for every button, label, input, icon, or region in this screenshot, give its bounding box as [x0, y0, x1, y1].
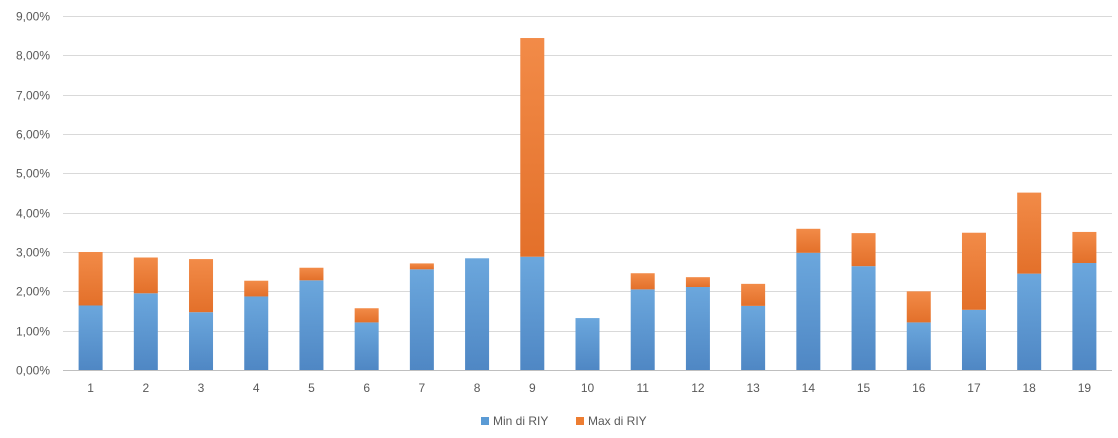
x-tick-label: 16: [912, 381, 926, 395]
x-tick-label: 18: [1023, 381, 1037, 395]
y-tick-label: 2,00%: [16, 285, 50, 299]
gridlines: [63, 16, 1112, 371]
x-tick-label: 12: [691, 381, 705, 395]
bar-min-di-riy: [354, 322, 379, 370]
x-tick-label: 1: [87, 381, 94, 395]
bar-max-di-riy: [299, 267, 324, 281]
bar-min-di-riy: [465, 258, 490, 370]
legend-label-max: Max di RIY: [588, 414, 647, 428]
y-tick-label: 8,00%: [16, 49, 50, 63]
x-tick-label: 6: [363, 381, 370, 395]
y-tick-label: 6,00%: [16, 128, 50, 142]
bars: [78, 38, 1097, 370]
bar-min-di-riy: [1017, 273, 1042, 370]
bar-min-di-riy: [741, 305, 766, 370]
bar-min-di-riy: [244, 296, 269, 370]
bar-min-di-riy: [133, 293, 158, 370]
bar-min-di-riy: [520, 256, 545, 370]
y-axis-tick-labels: 0,00% 1,00% 2,00% 3,00% 4,00% 5,00% 6,00% 7,00%…: [16, 10, 50, 378]
bar-max-di-riy: [409, 263, 434, 270]
legend-label-min: Min di RIY: [493, 414, 548, 428]
y-tick-label: 1,00%: [16, 325, 50, 339]
legend-swatch-max: [576, 417, 584, 425]
bar-max-di-riy: [851, 233, 876, 267]
x-tick-label: 11: [636, 381, 649, 395]
bar-min-di-riy: [299, 280, 324, 370]
bar-max-di-riy: [189, 259, 214, 313]
bar-min-di-riy: [575, 318, 600, 370]
legend-swatch-min: [481, 417, 489, 425]
x-tick-label: 15: [857, 381, 871, 395]
bar-max-di-riy: [796, 228, 821, 253]
x-tick-label: 10: [581, 381, 595, 395]
y-tick-label: 0,00%: [16, 364, 50, 378]
bar-min-di-riy: [851, 266, 876, 370]
y-tick-label: 5,00%: [16, 167, 50, 181]
x-tick-label: 5: [308, 381, 315, 395]
bar-max-di-riy: [961, 232, 986, 310]
bar-min-di-riy: [796, 252, 821, 370]
bar-max-di-riy: [1017, 192, 1042, 274]
bar-min-di-riy: [78, 305, 103, 370]
y-tick-label: 4,00%: [16, 207, 50, 221]
bar-min-di-riy: [961, 309, 986, 370]
bar-max-di-riy: [244, 280, 269, 297]
bar-min-di-riy: [189, 312, 214, 370]
x-tick-label: 2: [142, 381, 149, 395]
bar-max-di-riy: [520, 38, 545, 257]
x-tick-label: 9: [529, 381, 536, 395]
bar-min-di-riy: [906, 322, 931, 370]
legend: Min di RIY Max di RIY: [481, 414, 647, 428]
x-axis-tick-labels: 1 2 3 4 5 6 7 8 9 10 11 12 13 14 15 16 17 18 19: [87, 381, 1091, 395]
bar-max-di-riy: [906, 291, 931, 323]
bar-max-di-riy: [133, 257, 158, 294]
x-tick-label: 8: [474, 381, 481, 395]
x-tick-label: 7: [419, 381, 426, 395]
bar-max-di-riy: [354, 308, 379, 323]
bar-min-di-riy: [409, 269, 434, 370]
bar-min-di-riy: [685, 287, 710, 370]
y-tick-label: 7,00%: [16, 89, 50, 103]
x-tick-label: 13: [746, 381, 760, 395]
bar-max-di-riy: [741, 283, 766, 306]
x-tick-label: 4: [253, 381, 260, 395]
bar-max-di-riy: [78, 252, 103, 306]
x-tick-label: 14: [802, 381, 816, 395]
bar-min-di-riy: [630, 289, 655, 370]
x-tick-label: 3: [198, 381, 205, 395]
bar-max-di-riy: [630, 273, 655, 290]
bar-min-di-riy: [1072, 263, 1097, 370]
bar-max-di-riy: [685, 277, 710, 288]
y-tick-label: 3,00%: [16, 246, 50, 260]
bar-max-di-riy: [1072, 231, 1097, 264]
x-tick-label: 19: [1078, 381, 1092, 395]
y-tick-label: 9,00%: [16, 10, 50, 24]
x-tick-label: 17: [967, 381, 981, 395]
